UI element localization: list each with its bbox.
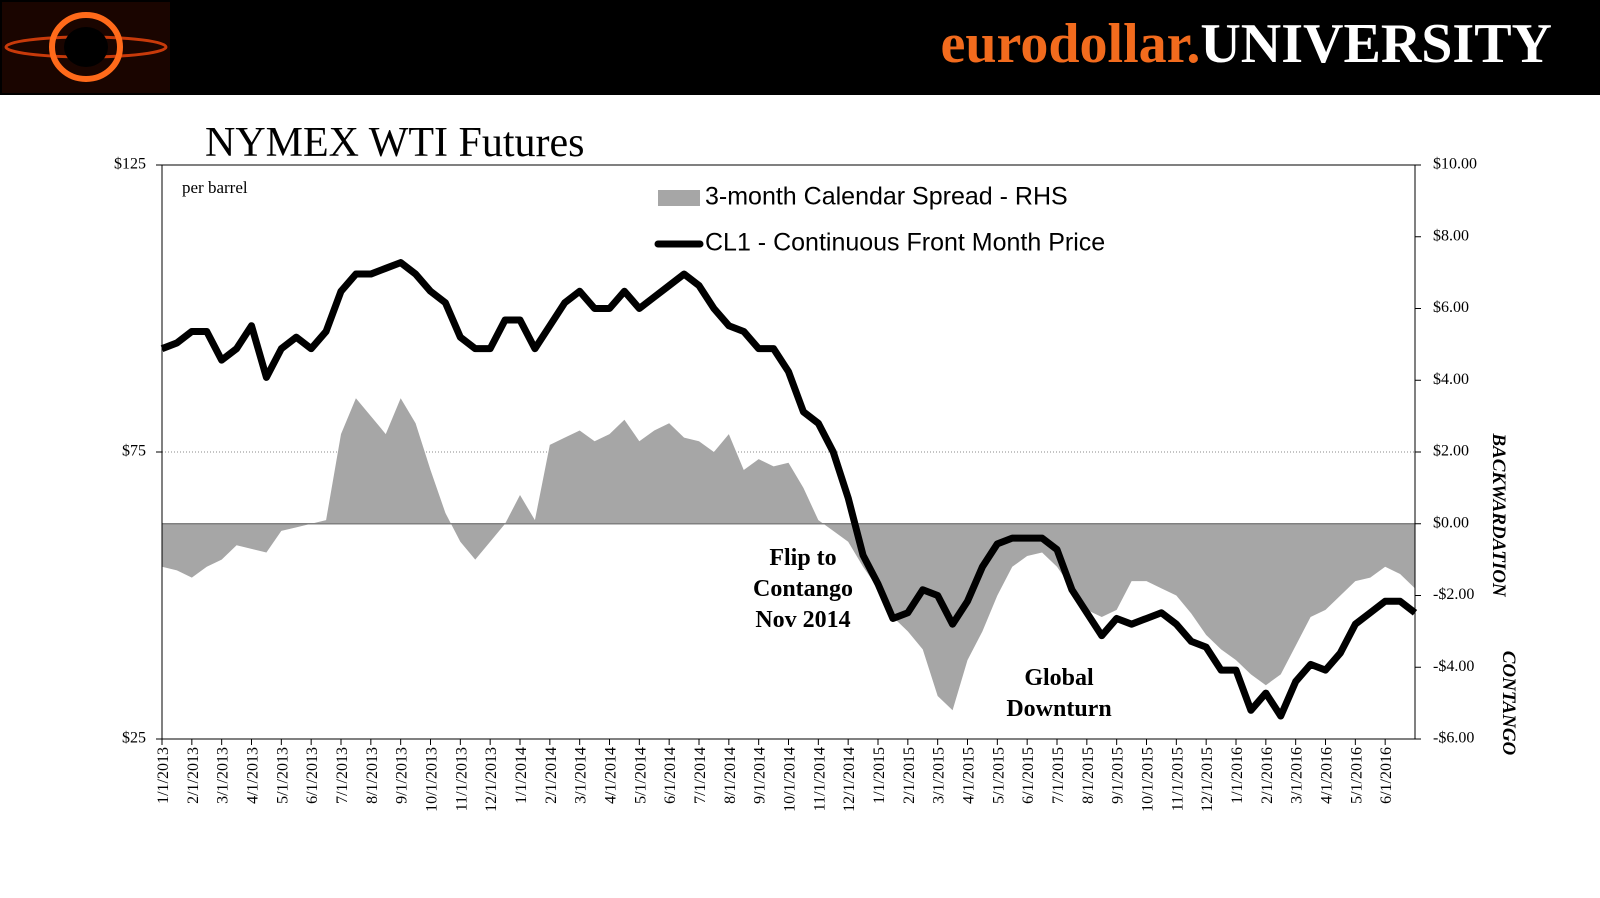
y-tick-label: $75 bbox=[122, 443, 146, 460]
y2-tick-label: $8.00 bbox=[1433, 227, 1469, 244]
x-tick-label: 2/1/2013 bbox=[185, 747, 202, 804]
y-tick-label: $125 bbox=[114, 156, 146, 173]
x-tick-label: 9/1/2015 bbox=[1110, 747, 1127, 804]
x-tick-label: 2/1/2014 bbox=[543, 747, 560, 804]
y2-tick-label: $6.00 bbox=[1433, 299, 1469, 316]
x-tick-label: 9/1/2014 bbox=[752, 747, 769, 804]
x-tick-label: 3/1/2013 bbox=[215, 747, 232, 804]
x-tick-label: 2/1/2016 bbox=[1259, 747, 1276, 804]
x-tick-label: 3/1/2016 bbox=[1289, 747, 1306, 804]
x-tick-label: 5/1/2016 bbox=[1348, 747, 1365, 804]
x-tick-label: 7/1/2015 bbox=[1050, 747, 1067, 804]
x-tick-label: 7/1/2013 bbox=[334, 747, 351, 804]
x-tick-label: 5/1/2014 bbox=[632, 747, 649, 804]
x-tick-label: 11/1/2015 bbox=[1169, 747, 1186, 811]
x-tick-label: 1/1/2016 bbox=[1229, 747, 1246, 804]
x-tick-label: 4/1/2013 bbox=[245, 747, 262, 804]
price-line bbox=[160, 259, 1418, 720]
x-tick-label: 8/1/2013 bbox=[364, 747, 381, 804]
x-tick-label: 4/1/2015 bbox=[961, 747, 978, 804]
x-tick-label: 9/1/2013 bbox=[394, 747, 411, 804]
y2-axis-label: BACKWARDATION bbox=[1488, 432, 1509, 598]
x-tick-label: 12/1/2015 bbox=[1199, 747, 1216, 812]
y2-axis-label: CONTANGO bbox=[1498, 651, 1519, 756]
subtitle: per barrel bbox=[182, 178, 248, 197]
x-tick-label: 10/1/2014 bbox=[782, 747, 799, 812]
annotation: Global bbox=[1024, 665, 1094, 691]
annotation: Nov 2014 bbox=[755, 607, 850, 633]
legend-label: 3-month Calendar Spread - RHS bbox=[705, 183, 1068, 211]
y2-tick-label: -$4.00 bbox=[1433, 658, 1474, 675]
plot: $25 $75 $125 -$6.00 -$4.00 -$2.00 $0.00 $2.00 $4… bbox=[114, 156, 1519, 812]
x-tick-label: 4/1/2014 bbox=[603, 747, 620, 804]
x-tick-label: 3/1/2015 bbox=[931, 747, 948, 804]
x-tick-label: 12/1/2014 bbox=[841, 747, 858, 812]
x-tick-label: 10/1/2013 bbox=[424, 747, 441, 812]
x-tick-label: 8/1/2015 bbox=[1080, 747, 1097, 804]
x-tick-label: 1/1/2015 bbox=[871, 747, 888, 804]
x-tick-label: 4/1/2016 bbox=[1319, 747, 1336, 804]
x-tick-label: 6/1/2016 bbox=[1378, 747, 1395, 804]
x-tick-label: 11/1/2014 bbox=[811, 747, 828, 811]
x-tick-label: 7/1/2014 bbox=[692, 747, 709, 804]
annotation: Flip to bbox=[769, 545, 836, 571]
x-tick-label: 5/1/2015 bbox=[990, 747, 1007, 804]
chart-title: NYMEX WTI Futures bbox=[205, 120, 585, 166]
x-tick-label: 1/1/2013 bbox=[155, 747, 172, 804]
x-tick-label: 10/1/2015 bbox=[1140, 747, 1157, 812]
y2-tick-label: -$2.00 bbox=[1433, 586, 1474, 603]
x-tick-label: 8/1/2014 bbox=[722, 747, 739, 804]
header-bar bbox=[0, 0, 1600, 95]
x-tick-label: 6/1/2013 bbox=[304, 747, 321, 804]
legend-label: CL1 - Continuous Front Month Price bbox=[705, 229, 1105, 257]
y2-tick-label: $4.00 bbox=[1433, 371, 1469, 388]
y2-tick-label: $10.00 bbox=[1433, 156, 1477, 173]
y2-tick-label: $0.00 bbox=[1433, 514, 1469, 531]
x-tick-label: 5/1/2013 bbox=[274, 747, 291, 804]
x-tick-label: 6/1/2014 bbox=[662, 747, 679, 804]
x-tick-label: 3/1/2014 bbox=[573, 747, 590, 804]
y-tick-label: $25 bbox=[122, 730, 146, 747]
x-tick-label: 6/1/2015 bbox=[1020, 747, 1037, 804]
x-tick-label: 2/1/2015 bbox=[901, 747, 918, 804]
y2-tick-label: -$6.00 bbox=[1433, 730, 1474, 747]
brand-a: eurodollar. bbox=[941, 13, 1201, 75]
x-tick-label: 12/1/2013 bbox=[483, 747, 500, 812]
brand: eurodollar.UNIVERSITY bbox=[941, 13, 1552, 75]
annotation: Contango bbox=[753, 576, 853, 602]
x-tick-label: 11/1/2013 bbox=[453, 747, 470, 811]
annotation: Downturn bbox=[1006, 696, 1111, 722]
x-tick-label: 1/1/2014 bbox=[513, 747, 530, 804]
legend-swatch bbox=[658, 190, 700, 206]
y2-tick-label: $2.00 bbox=[1433, 443, 1469, 460]
brand-b: UNIVERSITY bbox=[1200, 13, 1552, 75]
logo bbox=[2, 2, 170, 93]
spread-area bbox=[162, 398, 1415, 711]
